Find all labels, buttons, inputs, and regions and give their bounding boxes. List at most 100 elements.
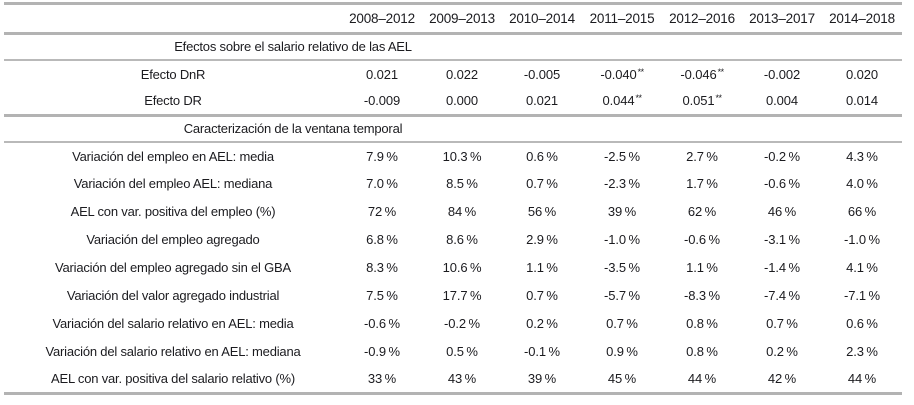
col-header: 2008–2012 [349,11,415,26]
cell-value: 0.2 % [766,344,798,359]
cell-value: 7.0 % [366,176,398,191]
cell-value: 2.7 % [686,148,718,164]
section-title-filler [582,34,902,60]
cell-value: 7.5 % [366,288,398,303]
cell-value: -7.4 % [764,288,800,303]
cell-value: -0.040** [582,60,662,88]
cell-value: -5.7 % [604,288,640,303]
cell-value: 1.1 % [686,260,718,275]
cell-value: 10.3 % [442,148,482,164]
cell-value: 4.1 % [846,260,878,275]
row-label: AEL con var. positiva del salario relati… [51,371,295,387]
table-row: AEL con var. positiva del salario relati… [4,366,902,394]
cell-value: -1.4 % [764,260,800,275]
section-title-filler [582,116,902,142]
cell-value: 0.021 [525,93,559,109]
significance-stars: ** [637,66,645,77]
cell-value: 1.7 % [686,176,718,191]
cell-value: -0.1 % [524,344,560,359]
cell-value: 2.9 % [526,232,558,247]
cell-value: 0.044** [582,88,662,116]
cell-value: 0.9 % [606,344,638,359]
cell-value: -3.1 % [764,232,800,247]
table-row: Efecto DR -0.009 0.000 0.021 0.044** 0.051** 0… [4,88,902,116]
col-header: 2009–2013 [429,11,495,26]
row-label-header-empty [4,4,342,34]
cell-value: 66 % [847,204,877,219]
table-body: Efectos sobre el salario relativo de las… [4,34,902,394]
row-label: Efecto DR [144,93,202,109]
table-row: Efecto DnR 0.021 0.022 -0.005 -0.040** -0.046… [4,60,902,88]
table-row: Variación del valor agregado industrial 7… [4,282,902,310]
cell-value: 0.7 % [606,316,638,331]
cell-value: 2.3 % [846,344,878,359]
table-row: Variación del empleo agregado 6.8 % 8.6 % 2… [4,226,902,254]
cell-value: 33 % [367,371,397,387]
cell-value: -0.6 % [684,232,720,247]
cell-value: -0.6 % [364,316,400,331]
row-label: Variación del valor agregado industrial [66,288,280,303]
cell-value: -0.046** [662,60,742,88]
row-label: Variación del empleo AEL: mediana [73,176,273,191]
section-title: Efectos sobre el salario relativo de las… [174,39,412,55]
cell-value: 4.3 % [846,148,878,164]
significance-stars: ** [717,66,725,77]
cell-value: 72 % [367,204,397,219]
row-label: Variación del empleo agregado [86,232,260,247]
cell-value: 0.004 [765,93,799,109]
col-header: 2011–2015 [589,11,655,26]
cell-value: -0.6 % [764,176,800,191]
cell-value: 1.1 % [526,260,558,275]
cell-value: 62 % [687,204,717,219]
cell-value: 0.022 [445,66,479,82]
table-row: Variación del salario relativo en AEL: m… [4,310,902,338]
cell-value: -8.3 % [684,288,720,303]
cell-value: 0.7 % [526,288,558,303]
cell-value: -7.1 % [844,288,880,303]
table-row: Variación del empleo agregado sin el GBA… [4,254,902,282]
col-header: 2013–2017 [749,11,815,26]
results-table: 2008–2012 2009–2013 2010–2014 2011–2015 2012… [4,2,902,395]
cell-value: 8.6 % [446,232,478,247]
cell-number: 0.044 [602,93,635,109]
cell-number: -0.046 [680,66,717,82]
cell-value: 44 % [687,371,717,387]
table-row: Variación del empleo AEL: mediana 7.0 % 8.… [4,170,902,198]
cell-value: 0.5 % [446,344,478,359]
cell-value: -2.3 % [604,176,640,191]
table-head: 2008–2012 2009–2013 2010–2014 2011–2015 2012… [4,3,902,34]
cell-value: 6.8 % [366,232,398,247]
cell-value: 0.020 [845,66,879,82]
cell-value: 84 % [447,204,477,219]
section-header-row: Caracterización de la ventana temporal [4,115,902,142]
cell-value: 0.8 % [686,316,718,331]
cell-value: -0.002 [763,66,801,82]
cell-value: 17.7 % [442,288,482,303]
row-label: Variación del empleo en AEL: media [72,148,274,164]
cell-value: -0.009 [363,93,401,109]
significance-stars: ** [635,93,643,104]
cell-number: 0.051 [682,93,715,109]
column-header-row: 2008–2012 2009–2013 2010–2014 2011–2015 2012… [4,3,902,34]
row-label: Efecto DnR [140,66,206,82]
cell-value: 10.6 % [442,260,482,275]
cell-value: -0.9 % [364,344,400,359]
cell-value: 46 % [767,204,797,219]
col-header: 2012–2016 [669,11,735,26]
cell-value: 7.9 % [366,148,398,164]
cell-value: 0.7 % [766,316,798,331]
col-header: 2010–2014 [509,11,575,26]
table-container: 2008–2012 2009–2013 2010–2014 2011–2015 2012… [4,2,910,395]
cell-value: -2.5 % [604,148,640,164]
cell-value: 45 % [607,371,637,387]
cell-value: -1.0 % [604,232,640,247]
cell-value: 0.021 [365,66,399,82]
cell-value: -0.005 [523,66,561,82]
section-title: Caracterización de la ventana temporal [183,121,403,137]
cell-value: 0.6 % [846,316,878,331]
cell-value: 8.3 % [366,260,398,275]
cell-value: 8.5 % [446,176,478,191]
cell-value: 39 % [607,204,637,219]
cell-value: 42 % [767,371,797,387]
col-header: 2014–2018 [829,11,895,26]
